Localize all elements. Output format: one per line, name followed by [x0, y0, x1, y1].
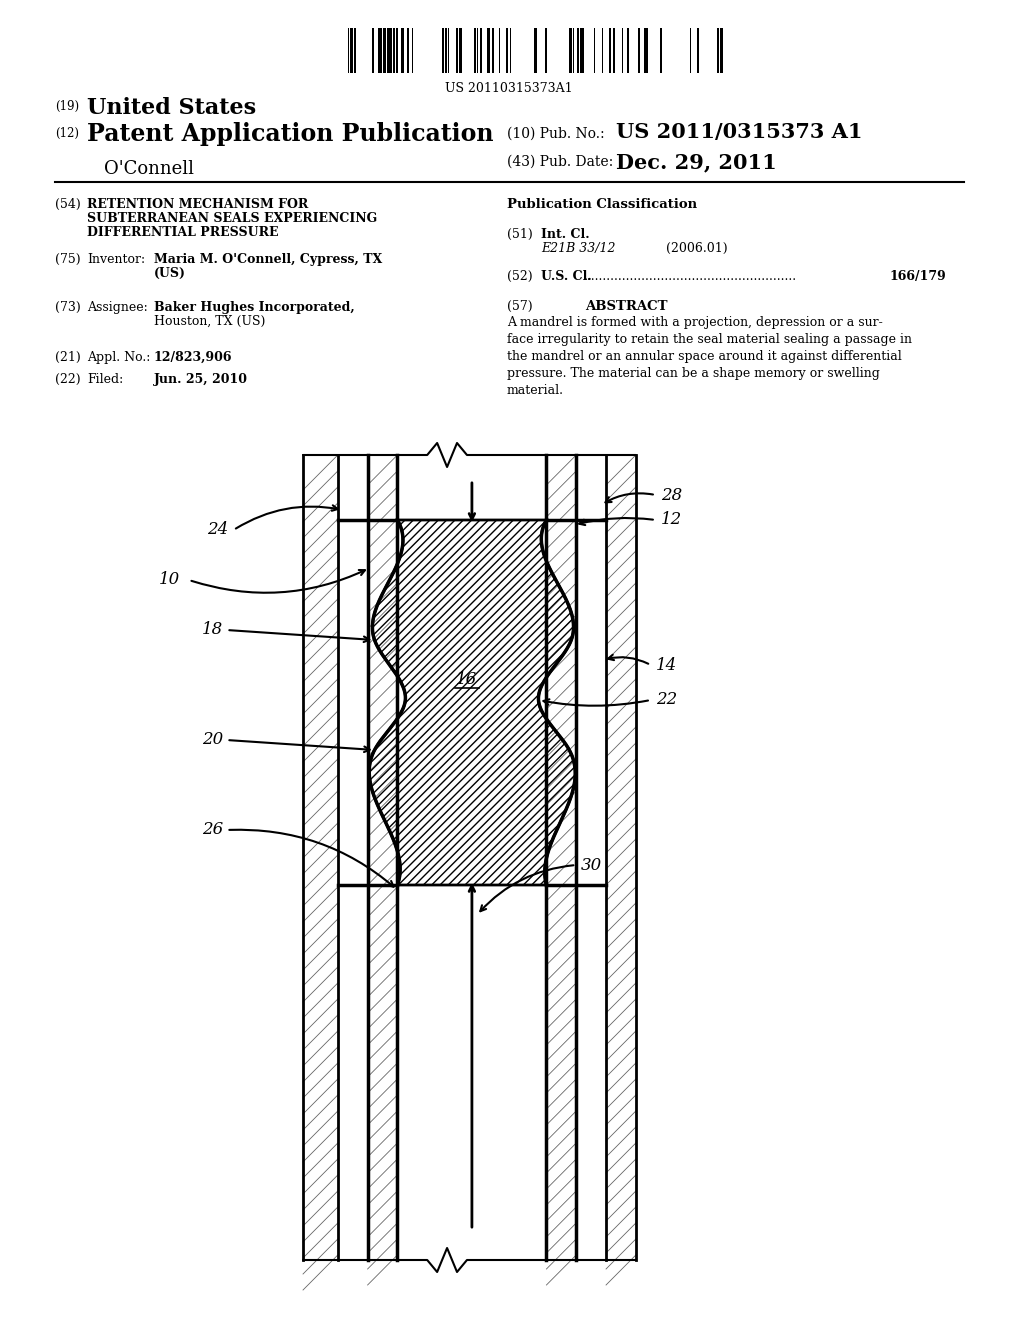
Text: Maria M. O'Connell, Cypress, TX: Maria M. O'Connell, Cypress, TX: [154, 253, 382, 267]
Text: United States: United States: [87, 96, 257, 119]
Text: 166/179: 166/179: [889, 271, 946, 282]
Text: RETENTION MECHANISM FOR: RETENTION MECHANISM FOR: [87, 198, 308, 211]
Bar: [460, 28, 463, 73]
Text: (54): (54): [54, 198, 81, 211]
Text: (10) Pub. No.:: (10) Pub. No.:: [507, 127, 604, 141]
Bar: [690, 28, 691, 73]
Text: Baker Hughes Incorporated,: Baker Hughes Incorporated,: [154, 301, 354, 314]
Bar: [456, 28, 458, 73]
Text: Jun. 25, 2010: Jun. 25, 2010: [154, 374, 248, 385]
Bar: [622, 28, 624, 73]
Text: O'Connell: O'Connell: [104, 160, 195, 178]
Text: Appl. No.:: Appl. No.:: [87, 351, 151, 364]
Bar: [613, 28, 615, 73]
Bar: [480, 28, 482, 73]
Bar: [499, 28, 501, 73]
Bar: [477, 28, 478, 73]
Text: US 2011/0315373 A1: US 2011/0315373 A1: [616, 121, 862, 143]
Text: 22: 22: [655, 692, 677, 709]
Text: (57): (57): [507, 300, 532, 313]
Bar: [506, 28, 508, 73]
Text: ABSTRACT: ABSTRACT: [585, 300, 668, 313]
Text: SUBTERRANEAN SEALS EXPERIENCING: SUBTERRANEAN SEALS EXPERIENCING: [87, 213, 378, 224]
Bar: [384, 28, 386, 73]
Bar: [354, 28, 355, 73]
Text: (2006.01): (2006.01): [666, 242, 727, 255]
Bar: [720, 28, 723, 73]
Text: Patent Application Publication: Patent Application Publication: [87, 121, 494, 147]
Text: (73): (73): [54, 301, 81, 314]
Text: Dec. 29, 2011: Dec. 29, 2011: [616, 152, 777, 172]
Bar: [594, 28, 595, 73]
Text: 26: 26: [203, 821, 223, 838]
Bar: [412, 28, 414, 73]
Bar: [717, 28, 719, 73]
Bar: [644, 28, 648, 73]
Bar: [400, 28, 403, 73]
Bar: [568, 28, 571, 73]
Text: 12: 12: [660, 511, 682, 528]
Text: (43) Pub. Date:: (43) Pub. Date:: [507, 154, 613, 169]
Text: Publication Classification: Publication Classification: [507, 198, 696, 211]
Text: 14: 14: [655, 656, 677, 673]
Text: (22): (22): [54, 374, 80, 385]
Bar: [638, 28, 640, 73]
Text: 24: 24: [207, 521, 228, 539]
Text: 18: 18: [203, 622, 223, 639]
Bar: [534, 28, 538, 73]
Text: (21): (21): [54, 351, 81, 364]
Text: A mandrel is formed with a projection, depression or a sur-
face irregularity to: A mandrel is formed with a projection, d…: [507, 315, 911, 397]
Bar: [487, 28, 490, 73]
Text: 16: 16: [457, 672, 477, 689]
Bar: [378, 28, 383, 73]
Polygon shape: [370, 520, 575, 884]
Bar: [578, 28, 580, 73]
Bar: [348, 28, 349, 73]
Bar: [393, 28, 395, 73]
Bar: [697, 28, 699, 73]
Bar: [387, 28, 392, 73]
Text: 20: 20: [203, 731, 223, 748]
Text: (12): (12): [54, 127, 79, 140]
Text: (52): (52): [507, 271, 532, 282]
Bar: [609, 28, 611, 73]
Bar: [441, 28, 443, 73]
Text: Inventor:: Inventor:: [87, 253, 145, 267]
Bar: [601, 28, 603, 73]
Bar: [350, 28, 353, 73]
Text: (75): (75): [54, 253, 80, 267]
Bar: [444, 28, 446, 73]
Bar: [545, 28, 547, 73]
Bar: [581, 28, 584, 73]
Text: Int. Cl.: Int. Cl.: [542, 228, 590, 242]
Bar: [447, 28, 450, 73]
Bar: [396, 28, 398, 73]
Text: US 20110315373A1: US 20110315373A1: [444, 82, 572, 95]
Bar: [628, 28, 629, 73]
Bar: [510, 28, 511, 73]
Text: 10: 10: [159, 572, 180, 589]
Text: 30: 30: [582, 857, 602, 874]
Text: 12/823,906: 12/823,906: [154, 351, 232, 364]
Text: DIFFERENTIAL PRESSURE: DIFFERENTIAL PRESSURE: [87, 226, 279, 239]
Bar: [408, 28, 409, 73]
Text: 28: 28: [660, 487, 682, 503]
Bar: [474, 28, 476, 73]
Text: U.S. Cl.: U.S. Cl.: [542, 271, 597, 282]
Text: Filed:: Filed:: [87, 374, 124, 385]
Text: (US): (US): [154, 267, 186, 280]
Bar: [659, 28, 662, 73]
Bar: [372, 28, 374, 73]
Text: (19): (19): [54, 100, 79, 114]
Bar: [572, 28, 574, 73]
Bar: [493, 28, 495, 73]
Text: E21B 33/12: E21B 33/12: [542, 242, 616, 255]
Text: (51): (51): [507, 228, 532, 242]
Text: Houston, TX (US): Houston, TX (US): [154, 315, 265, 327]
Text: .......................................................: ........................................…: [584, 271, 798, 282]
Text: Assignee:: Assignee:: [87, 301, 148, 314]
